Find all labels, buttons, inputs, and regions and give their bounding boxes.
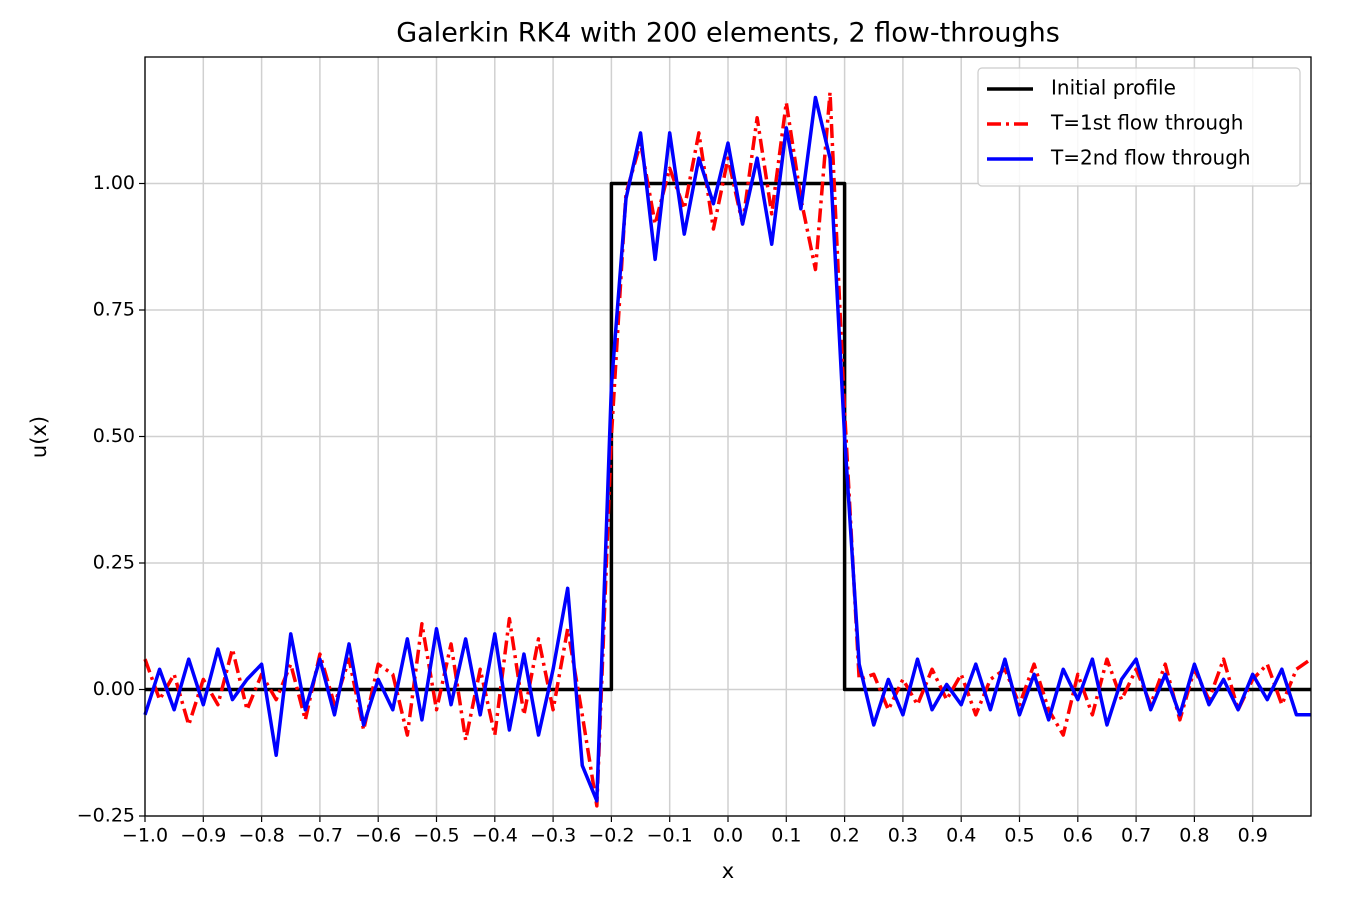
- x-tick-label: 0.9: [1238, 825, 1268, 847]
- y-tick-label: 0.50: [93, 425, 135, 447]
- legend-label: T=2nd flow through: [1050, 146, 1251, 170]
- y-tick-label: 0.25: [93, 552, 135, 574]
- x-tick-label: −0.9: [180, 825, 226, 847]
- legend-label: Initial profile: [1051, 76, 1176, 100]
- x-axis-label: x: [722, 859, 734, 883]
- x-tick-label: 0.2: [829, 825, 859, 847]
- y-tick-label: 0.75: [93, 299, 135, 321]
- x-tick-label: 0.6: [1063, 825, 1093, 847]
- y-tick-label: 1.00: [93, 172, 135, 194]
- x-tick-label: −0.5: [413, 825, 459, 847]
- x-tick-label: 0.1: [771, 825, 801, 847]
- y-axis-label: u(x): [27, 416, 51, 458]
- x-tick-label: −0.3: [530, 825, 576, 847]
- x-tick-label: 0.7: [1121, 825, 1151, 847]
- x-tick-label: 0.4: [946, 825, 976, 847]
- legend-box: [977, 67, 1301, 187]
- y-tick-label: −0.25: [77, 805, 135, 827]
- y-tick-label: 0.00: [93, 678, 135, 700]
- x-tick-label: −0.6: [355, 825, 401, 847]
- x-tick-label: −0.2: [588, 825, 634, 847]
- series-line: [143, 95, 1311, 803]
- x-tick-label: 0.8: [1179, 825, 1209, 847]
- x-tick-label: −0.4: [472, 825, 518, 847]
- x-tick-label: −0.1: [647, 825, 693, 847]
- x-tick-label: 0.5: [1004, 825, 1034, 847]
- x-tick-label: −0.8: [239, 825, 285, 847]
- x-tick-label: −1.0: [122, 825, 168, 847]
- chart-title: Galerkin RK4 with 200 elements, 2 flow-t…: [396, 18, 1060, 49]
- legend-label: T=1st flow through: [1050, 111, 1243, 135]
- x-tick-label: 0.0: [713, 825, 743, 847]
- x-tick-label: 0.3: [888, 825, 918, 847]
- plot-frame: [144, 56, 1312, 817]
- x-tick-label: −0.7: [297, 825, 343, 847]
